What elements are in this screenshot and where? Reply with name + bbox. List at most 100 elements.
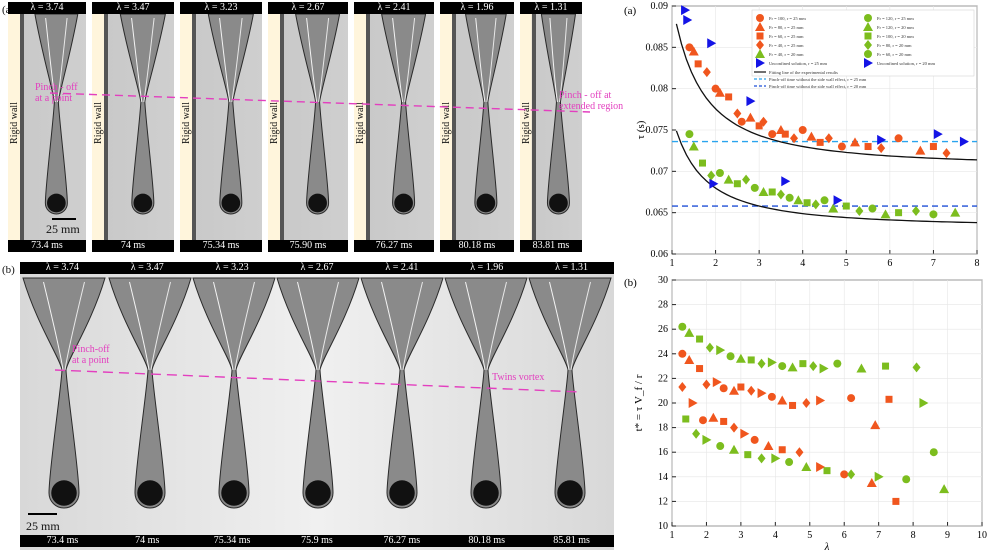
data-point bbox=[895, 209, 903, 217]
data-point bbox=[702, 379, 711, 390]
data-point bbox=[685, 43, 694, 52]
x-tick-label: 4 bbox=[773, 530, 778, 541]
data-point bbox=[744, 451, 752, 459]
time-caption: 74 ms bbox=[92, 240, 174, 252]
data-point bbox=[847, 394, 856, 403]
y-tick-label: 30 bbox=[658, 275, 668, 286]
data-point bbox=[824, 133, 833, 144]
y-tick-label: 0.09 bbox=[651, 1, 669, 12]
data-point bbox=[763, 441, 774, 451]
data-point bbox=[820, 196, 829, 205]
data-point bbox=[756, 32, 764, 40]
data-point bbox=[768, 188, 776, 196]
data-point bbox=[699, 416, 707, 425]
lambda-caption: λ = 1.96 bbox=[440, 2, 514, 14]
x-tick-label: 2 bbox=[713, 258, 718, 268]
data-point bbox=[798, 126, 807, 134]
panel-b-label: (b) bbox=[2, 264, 15, 276]
data-point bbox=[737, 383, 745, 391]
photo-frame-top: λ = 3.74 73.4 ms Rigid wall bbox=[8, 2, 86, 252]
data-point bbox=[750, 435, 759, 444]
data-point bbox=[696, 335, 704, 343]
data-point bbox=[688, 141, 699, 151]
data-point bbox=[723, 174, 734, 184]
data-point bbox=[725, 93, 733, 101]
x-tick-label: 7 bbox=[876, 530, 881, 541]
time-caption: 75.34 ms bbox=[189, 535, 275, 547]
photo-frame-top: λ = 2.41 76.27 ms Rigid wall bbox=[354, 2, 434, 252]
liquid-jet bbox=[540, 13, 577, 215]
data-point bbox=[816, 138, 824, 146]
data-point bbox=[678, 382, 687, 393]
data-point bbox=[776, 189, 785, 200]
data-point bbox=[708, 412, 719, 422]
data-point bbox=[863, 22, 873, 31]
chart-b-panel-label: (b) bbox=[624, 277, 637, 289]
lambda-caption: λ = 1.31 bbox=[520, 2, 582, 14]
y-tick-label: 26 bbox=[658, 324, 668, 335]
data-point bbox=[729, 385, 739, 395]
x-tick-label: 3 bbox=[757, 258, 762, 268]
lambda-caption: λ = 3.23 bbox=[180, 2, 262, 14]
chart-a-tau-vs-lambda: (a) 1 2 3 4 5 6 7 8 0.06 0.065 0.07 0.075 0.08 0.085 0.… bbox=[624, 1, 980, 268]
liquid-jet bbox=[108, 277, 192, 509]
legend-entry: Fr = 120, r = 25 mm bbox=[877, 16, 914, 22]
liquid-jet bbox=[207, 13, 254, 215]
photo-frame-top: λ = 2.67 75.90 ms Rigid wall bbox=[268, 2, 348, 252]
data-point bbox=[802, 398, 811, 408]
liquid-jet bbox=[192, 277, 276, 509]
data-point bbox=[720, 417, 728, 425]
data-point bbox=[816, 395, 826, 406]
series-green bbox=[685, 130, 961, 219]
legend-entry: Fr = 60, r = 25 mm bbox=[769, 34, 804, 40]
data-point bbox=[771, 453, 781, 464]
data-point bbox=[684, 327, 695, 337]
legend-entry: Unconfined solution, r = 20 mm bbox=[877, 61, 936, 67]
data-point bbox=[803, 199, 811, 207]
pinch-off-overlay bbox=[28, 92, 591, 515]
data-point bbox=[755, 49, 765, 58]
data-point bbox=[950, 207, 961, 217]
y-tick-label: 22 bbox=[658, 373, 668, 384]
lambda-caption: λ = 3.23 bbox=[189, 262, 275, 274]
data-point bbox=[855, 206, 864, 217]
jet-photo bbox=[104, 2, 166, 252]
data-point bbox=[750, 183, 759, 192]
data-point bbox=[833, 195, 843, 206]
data-point bbox=[757, 358, 766, 369]
scale-label-top: 25 mm bbox=[46, 222, 80, 236]
data-point bbox=[682, 415, 690, 423]
data-point bbox=[756, 58, 765, 68]
data-point bbox=[767, 357, 777, 368]
data-point bbox=[688, 46, 699, 56]
data-point bbox=[870, 420, 881, 430]
liquid-jet bbox=[360, 277, 444, 509]
lambda-caption: λ = 3.74 bbox=[8, 2, 86, 14]
data-point bbox=[719, 384, 728, 393]
photo-frame-top: λ = 3.23 75.34 ms Rigid wall bbox=[180, 2, 262, 252]
legend-entry: Fr = 60, r = 20 mm bbox=[877, 52, 912, 58]
y-tick-label: 12 bbox=[658, 496, 668, 507]
data-point bbox=[699, 159, 706, 167]
data-point bbox=[777, 395, 788, 405]
data-point bbox=[837, 142, 846, 151]
x-tick-label: 4 bbox=[800, 258, 805, 268]
data-point bbox=[705, 342, 714, 353]
data-point bbox=[733, 108, 742, 119]
time-caption: 80.18 ms bbox=[444, 535, 530, 547]
lambda-caption: λ = 2.41 bbox=[359, 262, 445, 274]
data-point bbox=[874, 471, 884, 482]
data-point bbox=[758, 187, 769, 196]
data-point bbox=[756, 40, 764, 50]
x-tick-label: 1 bbox=[670, 530, 675, 541]
data-point bbox=[892, 497, 900, 505]
time-caption: 75.9 ms bbox=[274, 535, 360, 547]
y-axis-label: t* = τ V_f / r bbox=[633, 374, 645, 431]
y-tick-label: 0.08 bbox=[651, 84, 669, 95]
jet-photo bbox=[280, 2, 341, 252]
data-point bbox=[877, 134, 887, 145]
x-tick-label: 6 bbox=[887, 258, 892, 268]
lambda-caption: λ = 2.41 bbox=[354, 2, 434, 14]
data-point bbox=[735, 353, 746, 363]
photo-frame-top: λ = 1.31 83.81 ms Rigid wall bbox=[520, 2, 582, 252]
